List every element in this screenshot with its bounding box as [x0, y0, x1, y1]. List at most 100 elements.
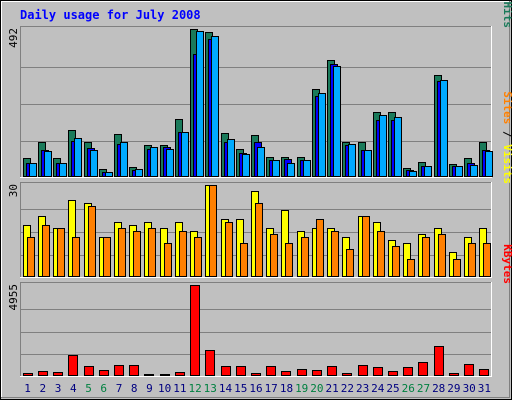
kbytes-bar-kbytes-day-27: [418, 362, 428, 376]
kbytes-legend-part-0: KBytes: [501, 244, 512, 284]
x-tick-label-day-7: 7: [116, 382, 123, 395]
visits-sites-bar-sites-day-22: [346, 249, 354, 277]
hits-files-pages-bar-pages-day-23: [364, 150, 372, 177]
hits-files-pages-bar-pages-day-18: [287, 163, 295, 177]
hits-files-pages-bar-pages-day-28: [440, 80, 448, 177]
hits-files-pages-bar-pages-day-9: [150, 147, 158, 177]
kbytes-bar-kbytes-day-12: [190, 285, 200, 376]
hits-files-pages-legend-label: Pages / Files / Hits: [501, 0, 512, 28]
kbytes-bar-kbytes-day-1: [23, 373, 33, 376]
hits-files-pages-panel: 492 Pages / Files / Hits: [7, 0, 512, 178]
x-tick-label-day-1: 1: [24, 382, 31, 395]
hits-files-pages-bar-pages-day-6: [105, 172, 113, 177]
visits-sites-panel: 30 Sites / Visits: [7, 91, 512, 278]
hits-files-pages-bar-pages-day-15: [242, 154, 250, 177]
x-tick-label-day-14: 14: [219, 382, 233, 395]
visits-sites-bar-sites-day-10: [164, 243, 172, 277]
visits-sites-bar-sites-day-20: [316, 219, 324, 277]
kbytes-bar-kbytes-day-3: [53, 372, 63, 376]
hits-files-pages-ymax-label: 492: [7, 28, 20, 48]
hits-files-pages-bar-pages-day-19: [303, 160, 311, 177]
kbytes-bar-kbytes-day-5: [84, 366, 94, 376]
visits-sites-bar-sites-day-16: [255, 203, 263, 277]
kbytes-bar-kbytes-day-14: [221, 366, 231, 376]
kbytes-ymax-label: 4955: [7, 284, 20, 311]
x-tick-label-day-29: 29: [447, 382, 460, 395]
kbytes-legend-label: KBytes: [501, 244, 512, 284]
kbytes-bar-kbytes-day-8: [129, 365, 139, 376]
hits-files-pages-bar-pages-day-8: [135, 169, 143, 177]
x-tick-label-day-18: 18: [280, 382, 293, 395]
kbytes-bar-kbytes-day-10: [160, 374, 170, 376]
kbytes-bar-kbytes-day-2: [38, 371, 48, 376]
visits-sites-bar-sites-day-31: [483, 243, 491, 277]
chart-title: Daily usage for July 2008: [20, 8, 201, 22]
x-tick-label-day-3: 3: [55, 382, 62, 395]
kbytes-bar-kbytes-day-20: [312, 370, 322, 376]
hits-files-pages-bar-pages-day-26: [409, 171, 417, 177]
hits-files-pages-bar-pages-day-12: [196, 31, 204, 177]
hits-files-pages-bar-pages-day-24: [379, 115, 387, 177]
x-tick-label-day-15: 15: [234, 382, 247, 395]
visits-sites-bar-sites-day-19: [301, 237, 309, 277]
visits-sites-legend-label: Sites / Visits: [501, 91, 512, 184]
kbytes-bar-kbytes-day-18: [281, 371, 291, 376]
hits-files-pages-bar-pages-day-17: [272, 160, 280, 177]
hits-files-pages-bar-pages-day-10: [166, 149, 174, 177]
visits-sites-bar-sites-day-23: [362, 216, 370, 277]
visits-sites-legend-part-1: /: [501, 124, 512, 144]
kbytes-bar-kbytes-day-26: [403, 367, 413, 376]
hits-files-pages-legend-part-3: /: [501, 0, 512, 2]
visits-sites-bar-sites-day-24: [377, 231, 385, 277]
x-tick-label-day-16: 16: [249, 382, 262, 395]
kbytes-bar-kbytes-day-31: [479, 369, 489, 376]
x-tick-label-day-17: 17: [265, 382, 278, 395]
visits-sites-bar-sites-day-5: [88, 206, 96, 277]
x-tick-label-day-21: 21: [325, 382, 338, 395]
x-tick-label-day-25: 25: [386, 382, 399, 395]
kbytes-panel: 4955 KBytes: [7, 244, 512, 377]
x-tick-label-day-9: 9: [146, 382, 153, 395]
hits-files-pages-bar-pages-day-14: [227, 139, 235, 177]
visits-sites-bar-sites-day-28: [438, 234, 446, 277]
kbytes-bar-kbytes-day-9: [144, 374, 154, 376]
hits-files-pages-bar-pages-day-30: [470, 165, 478, 177]
hits-files-pages-bar-pages-day-1: [29, 163, 37, 177]
hits-files-pages-bar-pages-day-4: [74, 138, 82, 177]
kbytes-bar-kbytes-day-28: [434, 346, 444, 376]
visits-sites-bar-sites-day-14: [225, 222, 233, 277]
visits-sites-bar-sites-day-27: [422, 237, 430, 277]
x-tick-label-day-12: 12: [188, 382, 201, 395]
hits-files-pages-bar-pages-day-20: [318, 93, 326, 177]
hits-files-pages-bar-pages-day-13: [211, 36, 219, 177]
visits-sites-bar-sites-day-29: [453, 259, 461, 277]
x-axis-labels: 1 2 3 4 5 6 7 8 9 10 11 12 13 14 15 16 17 18 19 20 21 22 23 24 2…: [24, 382, 491, 395]
kbytes-bar-kbytes-day-13: [205, 350, 215, 376]
x-tick-label-day-24: 24: [371, 382, 385, 395]
kbytes-bar-kbytes-day-7: [114, 365, 124, 376]
visits-sites-bar-sites-day-6: [103, 237, 111, 277]
visits-sites-bar-sites-day-30: [468, 243, 476, 277]
x-tick-label-day-28: 28: [432, 382, 445, 395]
visits-sites-bar-sites-day-26: [407, 259, 415, 277]
x-tick-label-day-10: 10: [158, 382, 171, 395]
x-tick-label-day-4: 4: [70, 382, 77, 395]
visits-sites-bar-sites-day-9: [148, 228, 156, 277]
kbytes-bar-kbytes-day-30: [464, 364, 474, 376]
x-tick-label-day-6: 6: [100, 382, 107, 395]
visits-sites-legend-part-0: Sites: [501, 91, 512, 124]
hits-files-pages-bar-pages-day-31: [485, 151, 493, 177]
kbytes-bar-kbytes-day-23: [358, 365, 368, 376]
visits-sites-bar-sites-day-2: [42, 225, 50, 277]
x-tick-label-day-8: 8: [131, 382, 138, 395]
kbytes-bar-kbytes-day-16: [251, 373, 261, 376]
visits-sites-bar-sites-day-1: [27, 237, 35, 277]
x-tick-label-day-22: 22: [341, 382, 354, 395]
visits-sites-bar-sites-day-3: [57, 228, 65, 277]
hits-files-pages-bar-pages-day-5: [90, 150, 98, 177]
visits-sites-bar-sites-day-21: [331, 231, 339, 277]
kbytes-bar-kbytes-day-29: [449, 373, 459, 376]
hits-files-pages-bar-pages-day-22: [348, 144, 356, 177]
